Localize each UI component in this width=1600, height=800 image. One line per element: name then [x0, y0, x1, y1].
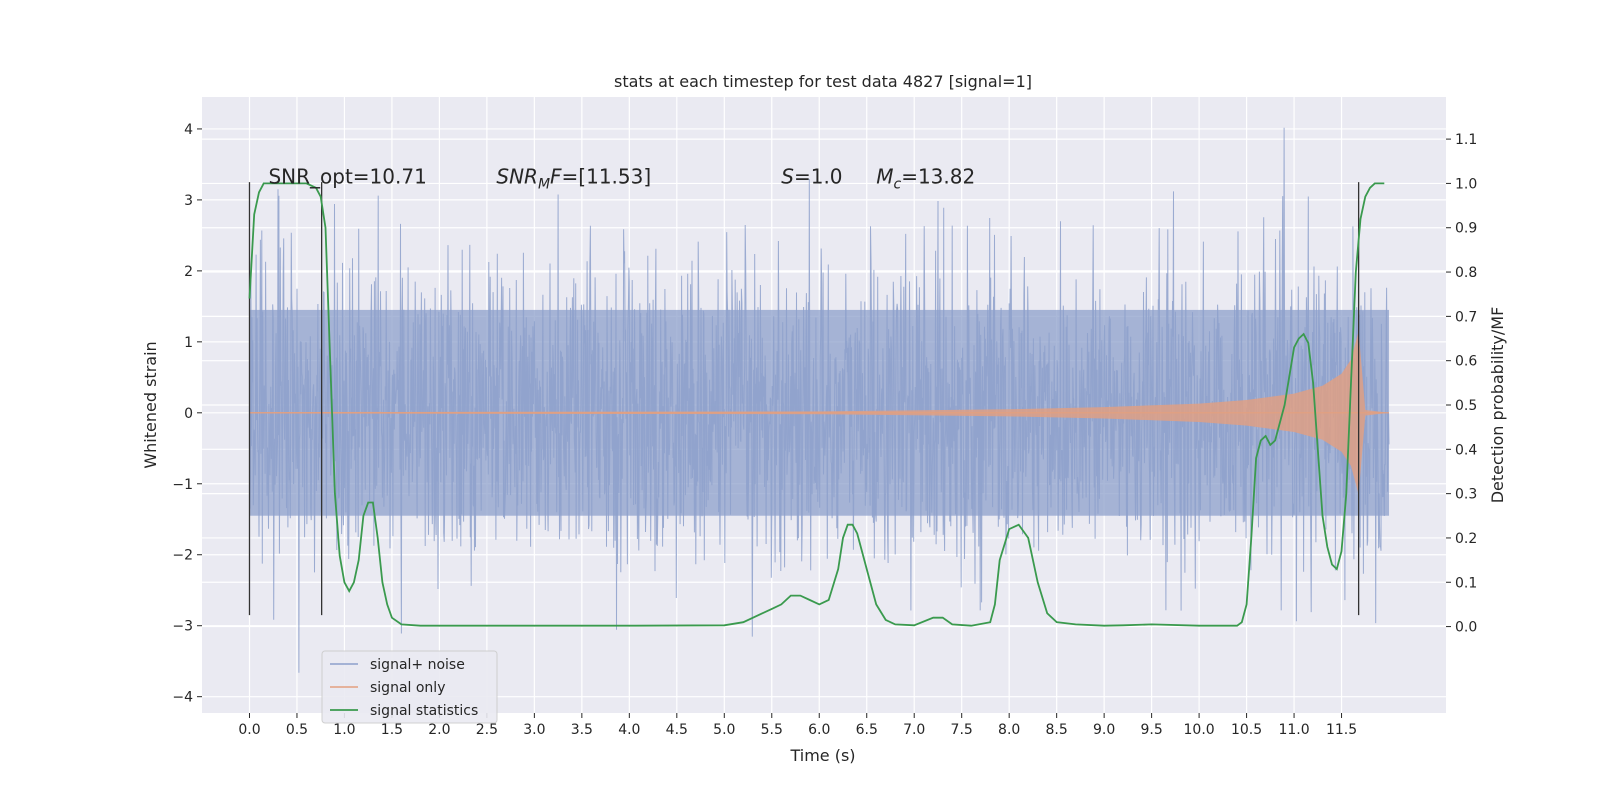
y-right-tick-label: 0.5: [1455, 398, 1477, 414]
y-right-tick-label: 0.4: [1455, 442, 1477, 458]
y-axis-right-ticks: 1.1 1.0 0.9 0.8 0.7 0.6 0.5 0.4 0.3 0.2 0.1 0.0: [1446, 132, 1477, 636]
x-axis-label: Time (s): [789, 746, 855, 765]
y-right-tick-label: 0.7: [1455, 309, 1477, 325]
y-right-tick-label: 0.8: [1455, 265, 1477, 281]
annotations: SNR_opt=10.71 SNRMF=[11.53] S=1.0 Mc=13.82: [268, 165, 975, 193]
x-tick-label: 2.5: [476, 722, 498, 738]
x-axis-ticks: 0.0 0.5 1.0 1.5 2.0 2.5 3.0 3.5 4.0 4.5 5.0 5.5 6.0 6…: [238, 713, 1357, 738]
chart-title: stats at each timestep for test data 482…: [614, 72, 1032, 91]
x-tick-label: 1.5: [381, 722, 403, 738]
x-tick-label: 11.5: [1326, 722, 1357, 738]
x-tick-label: 4.5: [666, 722, 688, 738]
y-left-tick-label: 3: [184, 193, 193, 209]
x-tick-label: 10.5: [1231, 722, 1262, 738]
x-tick-label: 7.5: [951, 722, 973, 738]
x-tick-label: 9.0: [1093, 722, 1115, 738]
y-left-tick-label: 4: [184, 122, 193, 138]
y-axis-right-label: Detection probability/MF: [1488, 307, 1507, 504]
y-right-tick-label: 1.1: [1455, 132, 1477, 148]
y-right-tick-label: 0.9: [1455, 221, 1477, 237]
y-right-tick-label: 0.3: [1455, 487, 1477, 503]
x-tick-label: 3.0: [523, 722, 545, 738]
x-tick-label: 0.5: [286, 722, 308, 738]
x-tick-label: 6.0: [808, 722, 830, 738]
y-right-tick-label: 0.2: [1455, 531, 1477, 547]
y-right-tick-label: 0.6: [1455, 354, 1477, 370]
x-tick-label: 1.0: [333, 722, 355, 738]
annotation: SNRMF=[11.53]: [496, 165, 651, 193]
noise-line: [249, 127, 1390, 673]
annotation: SNR_opt=10.71: [268, 165, 426, 189]
x-tick-label: 7.0: [903, 722, 925, 738]
legend-box: [321, 650, 498, 724]
annotation: S=1.0: [781, 165, 842, 189]
x-tick-label: 8.5: [1046, 722, 1068, 738]
annotation: Mc=13.82: [876, 165, 975, 193]
x-tick-label: 9.5: [1140, 722, 1162, 738]
x-tick-label: 4.0: [618, 722, 640, 738]
x-tick-label: 2.0: [428, 722, 450, 738]
x-tick-label: 3.5: [571, 722, 593, 738]
y-left-tick-label: −3: [172, 619, 193, 635]
vertical-lines: [248, 182, 1360, 616]
legend-label: signal+ noise: [370, 657, 465, 673]
signal-statistics-series: [248, 182, 1385, 627]
x-tick-label: 6.5: [856, 722, 878, 738]
x-tick-label: 0.0: [238, 722, 260, 738]
x-tick-label: 5.5: [761, 722, 783, 738]
x-tick-label: 8.0: [998, 722, 1020, 738]
y-right-tick-label: 1.0: [1455, 176, 1477, 192]
x-tick-label: 10.0: [1184, 722, 1215, 738]
x-tick-label: 11.0: [1278, 722, 1309, 738]
y-axis-left-label: Whitened strain: [141, 341, 160, 468]
y-left-tick-label: 2: [184, 264, 193, 280]
x-tick-label: 5.0: [713, 722, 735, 738]
legend: signal+ noise signal only signal statistic…: [321, 650, 498, 724]
y-axis-left-ticks: 4 3 2 1 0 −1 −2 −3 −4: [172, 122, 202, 706]
y-left-tick-label: −2: [172, 548, 193, 564]
y-right-tick-label: 0.1: [1455, 575, 1477, 591]
y-left-tick-label: −4: [172, 690, 193, 706]
y-left-tick-label: 1: [184, 335, 193, 351]
y-left-tick-label: −1: [172, 477, 193, 493]
y-left-tick-label: 0: [184, 406, 193, 422]
signal-only-series: [249, 331, 1390, 495]
legend-label: signal statistics: [370, 703, 478, 719]
legend-label: signal only: [370, 680, 445, 696]
y-right-tick-label: 0.0: [1455, 620, 1477, 636]
statistics-line: [248, 182, 1385, 627]
